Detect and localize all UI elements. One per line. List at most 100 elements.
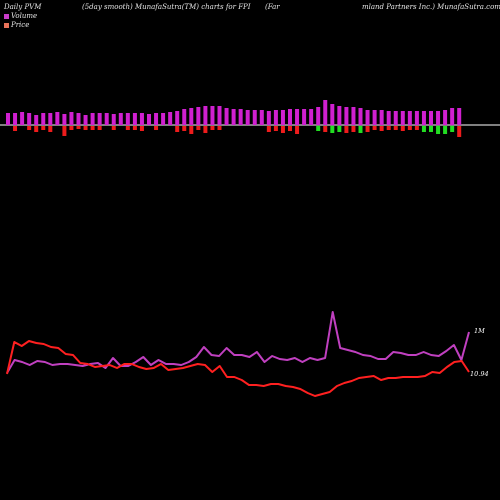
legend-volume: Volume (4, 12, 37, 20)
volume-bar-down (316, 126, 321, 131)
volume-bar-up (111, 114, 116, 125)
volume-bar-up (330, 104, 335, 125)
volume-bar-up (393, 111, 398, 125)
volume-bar-down (90, 126, 95, 130)
volume-bar-up (351, 107, 356, 125)
volume-bar-up (168, 112, 173, 125)
volume-bar-up (104, 113, 109, 125)
volume-bar-up (69, 112, 74, 125)
chart-header-title: (5day smooth) MunafaSutra(TM) charts for… (82, 3, 251, 11)
volume-bar-up (182, 109, 187, 125)
volume-bar-up (231, 109, 236, 125)
volume-bar-up (259, 110, 264, 125)
volume-bar-up (132, 113, 137, 125)
volume-bar-down (457, 126, 462, 137)
volume-bar-down (323, 126, 328, 132)
chart-header-company-a: (Far (265, 3, 280, 11)
volume-bar-up (245, 110, 250, 125)
volume-bar-down (83, 126, 88, 130)
volume-bar-down (407, 126, 412, 130)
volume-bar-up (252, 110, 257, 125)
volume-bar-up (365, 110, 370, 125)
volume-bar-down (365, 126, 370, 132)
volume-bar-down (97, 126, 102, 130)
volume-bar-up (6, 113, 10, 125)
volume-bar-up (344, 107, 349, 125)
legend-volume-label: Volume (11, 12, 38, 20)
volume-bar-down (27, 126, 32, 130)
volume-bar-down (132, 126, 137, 130)
volume-bar-down (372, 126, 377, 130)
volume-bar-up (125, 113, 130, 125)
volume-bar-down (393, 126, 398, 130)
volume-bar-up (196, 107, 201, 125)
volume-bar-up (62, 114, 67, 125)
volume-bar-up (224, 108, 229, 125)
volume-bar-up (76, 113, 81, 125)
volume-bar-down (414, 126, 419, 130)
volume-bar-down (48, 126, 53, 132)
volume-bar-up (154, 113, 159, 125)
volume-bar-up (90, 113, 95, 125)
volume-bar-up (337, 106, 342, 125)
volume-bar-up (266, 111, 271, 125)
volume-bar-down (196, 126, 201, 130)
volume-bar-down (76, 126, 81, 129)
volume-bar-up (386, 111, 391, 125)
volume-line (6, 311, 470, 374)
volume-bar-up (83, 115, 88, 125)
volume-bar-down (351, 126, 356, 132)
volume-bar-down (358, 126, 363, 133)
volume-bar-up (210, 106, 215, 125)
volume-bar-up (302, 109, 307, 125)
volume-bar-down (69, 126, 74, 130)
volume-bar-down (280, 126, 285, 133)
volume-bar-up (189, 108, 194, 125)
volume-bar-down (13, 126, 18, 131)
volume-bar-up (400, 111, 405, 125)
volume-bar-down (210, 126, 215, 130)
volume-bar-up (316, 107, 321, 125)
chart-header-company-b: mland Partners Inc.) MunafaSutra.com (362, 3, 500, 11)
volume-bar-up (358, 108, 363, 125)
volume-bar-down (379, 126, 384, 131)
volume-bar-up (48, 113, 53, 125)
volume-bar-down (125, 126, 130, 130)
volume-bar-up (309, 109, 314, 125)
volume-bar-up (421, 111, 426, 125)
volume-bar-down (295, 126, 300, 134)
volume-bar-up (55, 112, 60, 125)
volume-bar-up (457, 108, 462, 125)
volume-bar-down (273, 126, 278, 131)
volume-bar-up (34, 115, 39, 125)
volume-bar-down (386, 126, 391, 130)
volume-bar-down (34, 126, 39, 132)
volume-bar-up (273, 110, 278, 125)
volume-bar-up (175, 111, 180, 125)
volume-bar-up (323, 100, 328, 125)
volume-bar-up (13, 113, 18, 125)
volume-bar-up (161, 113, 166, 125)
volume-bar-up (203, 106, 208, 125)
volume-bar-up (372, 110, 377, 125)
price-line (6, 340, 470, 397)
volume-bar-up (407, 111, 412, 125)
volume-bar-up (20, 112, 25, 125)
volume-bar-up (280, 110, 285, 125)
volume-bar-down (203, 126, 208, 133)
volume-bar-down (337, 126, 342, 132)
chart-header-left: Daily PVM (4, 3, 42, 11)
volume-bar-down (436, 126, 441, 134)
volume-bar-down (266, 126, 271, 132)
volume-bar-up (379, 110, 384, 125)
volume-bar-down (154, 126, 159, 130)
legend-price-label: Price (11, 21, 30, 29)
volume-bar-down (41, 126, 46, 130)
volume-bar-down (189, 126, 194, 134)
volume-bar-down (182, 126, 187, 131)
volume-bar-up (147, 114, 151, 125)
volume-bar-down (450, 126, 455, 132)
legend-price: Price (4, 21, 29, 29)
